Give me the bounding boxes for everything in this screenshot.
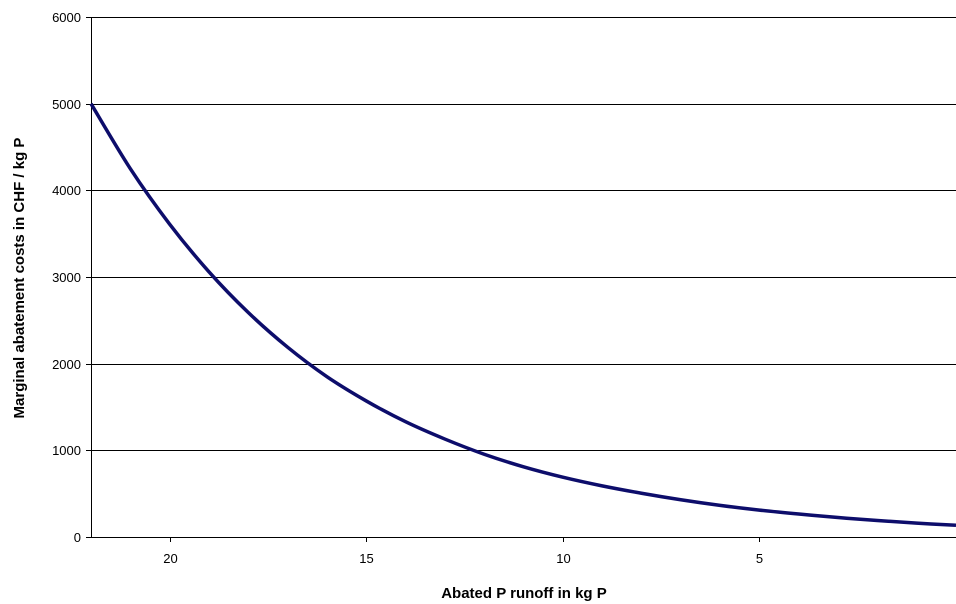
x-tick-label-0: 20 — [163, 551, 177, 566]
y-axis-ticks: 0 1000 2000 3000 4000 5000 6000 — [52, 10, 91, 545]
series-group — [89, 102, 956, 528]
x-tick-label-2: 10 — [556, 551, 570, 566]
y-tick-label-3: 3000 — [52, 270, 81, 285]
series-line-0 — [89, 102, 956, 528]
y-tick-label-4: 4000 — [52, 183, 81, 198]
y-tick-label-2: 2000 — [52, 357, 81, 372]
y-tick-label-0: 0 — [74, 530, 81, 545]
y-tick-label-1: 1000 — [52, 443, 81, 458]
y-tick-label-6: 6000 — [52, 10, 81, 25]
gridlines — [91, 17, 956, 451]
y-axis-title: Marginal abatement costs in CHF / kg P — [11, 138, 28, 419]
x-tick-label-3: 5 — [756, 551, 763, 566]
x-axis-ticks: 20 15 10 5 — [163, 537, 763, 566]
y-tick-label-5: 5000 — [52, 97, 81, 112]
x-axis-title: Abated P runoff in kg P — [441, 585, 607, 602]
x-tick-label-1: 15 — [359, 551, 373, 566]
